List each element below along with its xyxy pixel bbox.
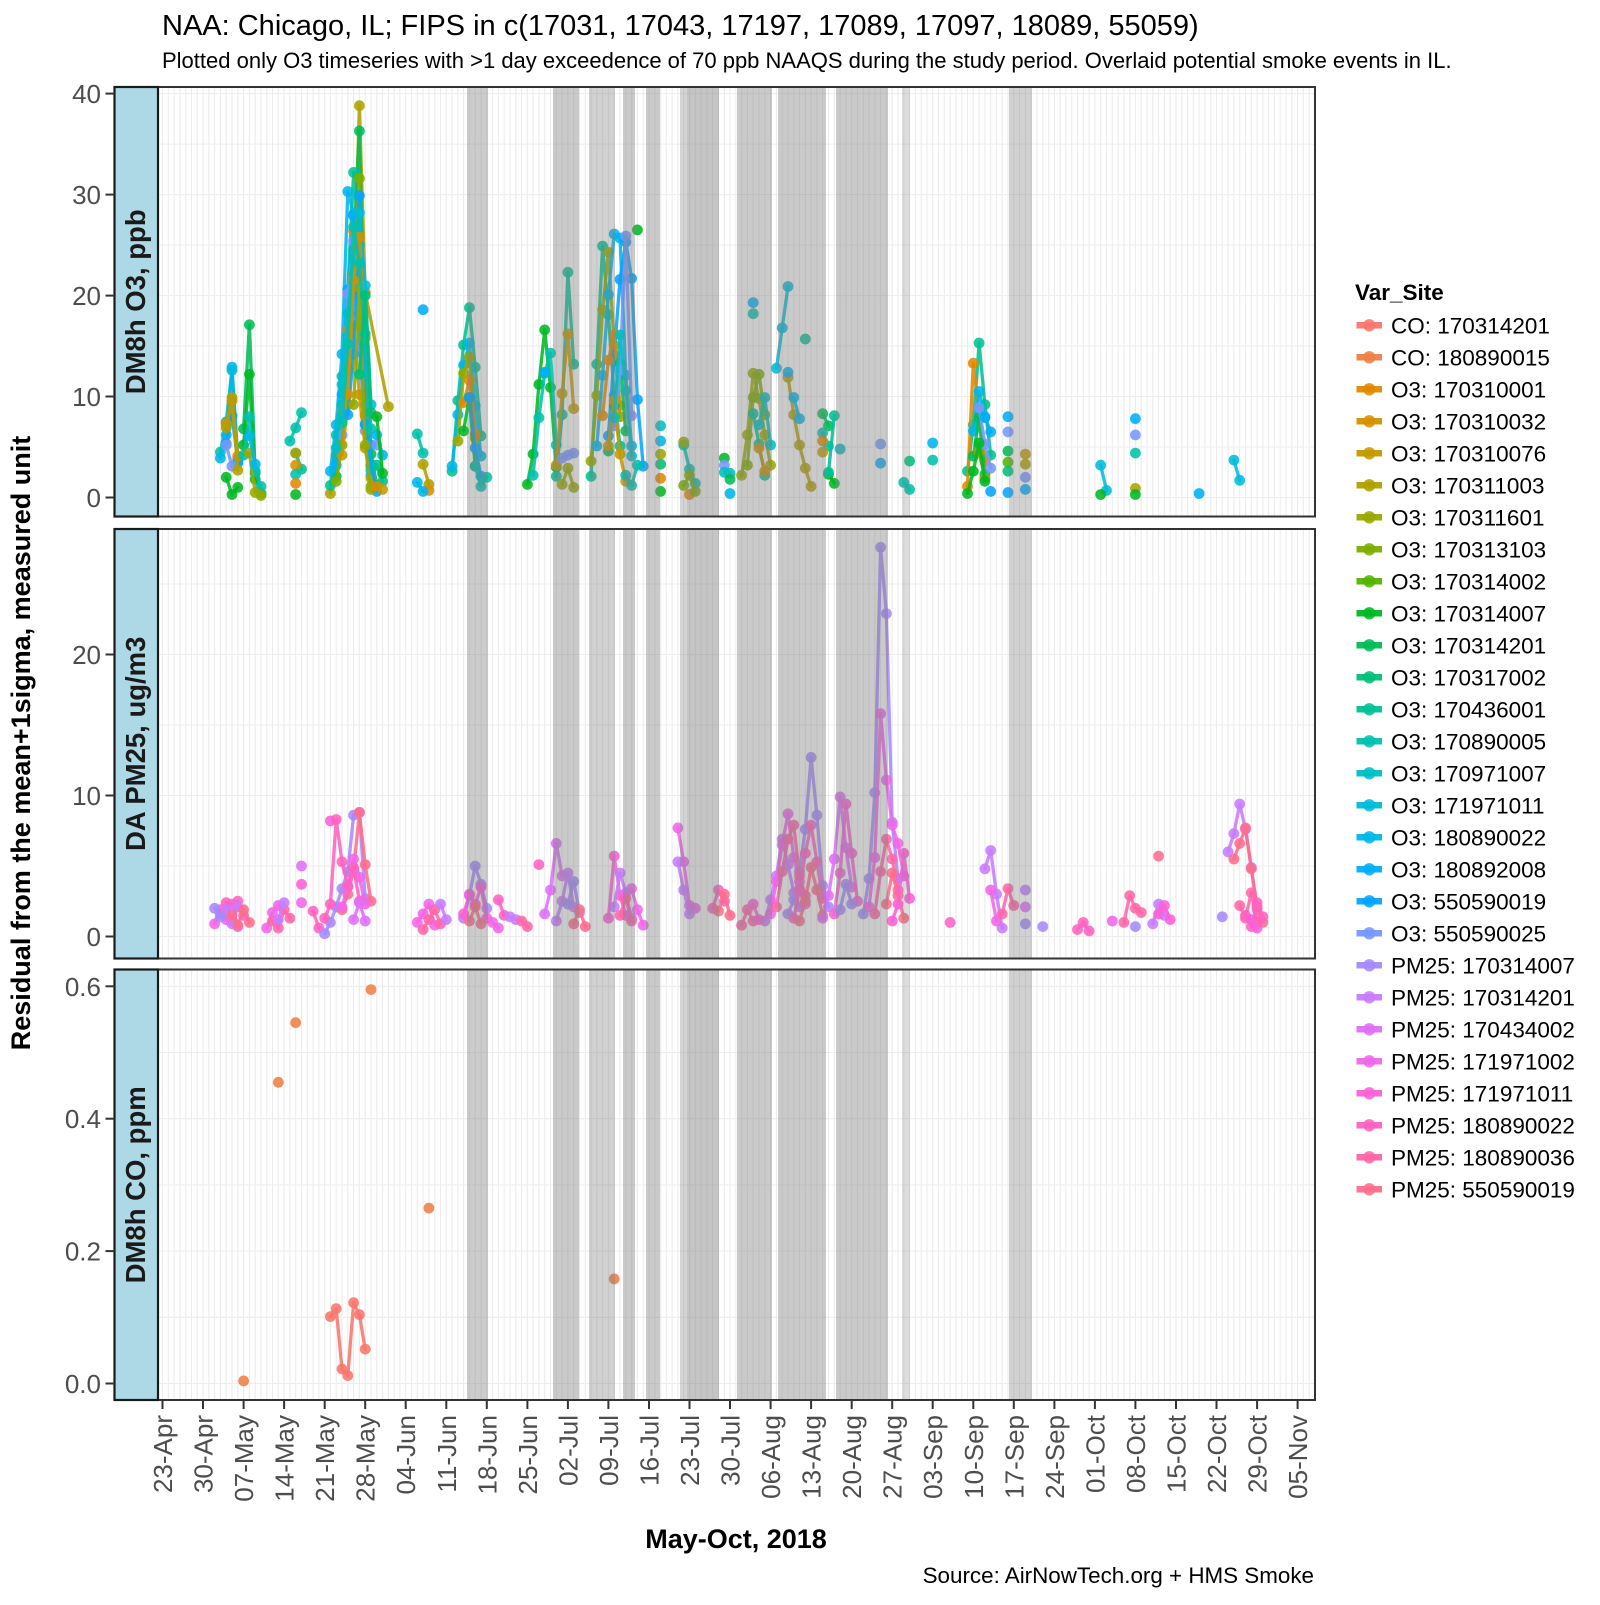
svg-text:07-May: 07-May [229,1415,259,1502]
svg-text:06-Aug: 06-Aug [756,1415,786,1499]
svg-text:PM25: 180890022: PM25: 180890022 [1391,1113,1575,1138]
svg-text:O3: 170310001: O3: 170310001 [1391,377,1546,402]
svg-text:13-Aug: 13-Aug [797,1415,827,1499]
svg-text:O3: 170314002: O3: 170314002 [1391,569,1546,594]
svg-text:Residual from the mean+1sigma,: Residual from the mean+1sigma, measured … [6,436,36,1050]
svg-text:22-Oct: 22-Oct [1202,1414,1232,1493]
svg-text:30: 30 [72,180,101,210]
svg-text:04-Jun: 04-Jun [391,1415,421,1495]
svg-text:DM8h CO, ppm: DM8h CO, ppm [120,1086,151,1283]
svg-text:23-Apr: 23-Apr [148,1415,178,1493]
svg-text:23-Jul: 23-Jul [675,1415,705,1486]
svg-text:O3: 171971011: O3: 171971011 [1391,793,1544,818]
svg-text:09-Jul: 09-Jul [594,1415,624,1486]
svg-text:May-Oct, 2018: May-Oct, 2018 [645,1524,827,1554]
svg-text:O3: 170310076: O3: 170310076 [1391,441,1546,466]
svg-text:O3: 170314201: O3: 170314201 [1391,633,1546,658]
svg-text:O3: 170310032: O3: 170310032 [1391,409,1546,434]
svg-text:Source: AirNowTech.org + HMS S: Source: AirNowTech.org + HMS Smoke [923,1563,1314,1588]
svg-text:20: 20 [72,281,101,311]
svg-text:14-May: 14-May [270,1415,300,1502]
svg-text:NAA: Chicago, IL; FIPS in c(17: NAA: Chicago, IL; FIPS in c(17031, 17043… [162,10,1199,42]
svg-text:24-Sep: 24-Sep [1040,1415,1070,1499]
svg-text:20: 20 [72,640,101,670]
svg-text:0: 0 [87,922,101,952]
svg-text:11-Jun: 11-Jun [432,1415,462,1493]
svg-text:21-May: 21-May [310,1415,340,1502]
svg-text:O3: 170314007: O3: 170314007 [1391,601,1546,626]
svg-text:PM25: 550590019: PM25: 550590019 [1391,1177,1575,1202]
svg-text:O3: 170311003: O3: 170311003 [1391,473,1544,498]
svg-text:O3: 170313103: O3: 170313103 [1391,537,1546,562]
svg-text:28-May: 28-May [351,1415,381,1502]
svg-text:O3: 170317002: O3: 170317002 [1391,665,1546,690]
svg-text:0.0: 0.0 [65,1369,101,1399]
svg-text:0: 0 [87,483,101,513]
svg-text:PM25: 171971002: PM25: 171971002 [1391,1049,1575,1074]
svg-text:40: 40 [72,79,101,109]
svg-text:O3: 180890022: O3: 180890022 [1391,825,1546,850]
svg-text:Var_Site: Var_Site [1355,280,1444,305]
svg-text:O3: 170971007: O3: 170971007 [1391,761,1546,786]
svg-text:18-Jun: 18-Jun [472,1415,502,1495]
svg-text:02-Jul: 02-Jul [553,1415,583,1486]
svg-text:29-Oct: 29-Oct [1243,1414,1273,1493]
svg-text:15-Oct: 15-Oct [1162,1414,1192,1493]
svg-text:DM8h O3, ppb: DM8h O3, ppb [120,209,151,394]
svg-text:O3: 170436001: O3: 170436001 [1391,697,1546,722]
svg-text:PM25: 170434002: PM25: 170434002 [1391,1017,1575,1042]
svg-text:O3: 550590025: O3: 550590025 [1391,921,1546,946]
svg-text:10: 10 [72,382,101,412]
svg-text:01-Oct: 01-Oct [1080,1414,1110,1493]
svg-text:20-Aug: 20-Aug [837,1415,867,1499]
svg-text:03-Sep: 03-Sep [918,1415,948,1499]
svg-text:0.4: 0.4 [65,1104,101,1134]
svg-text:PM25: 170314007: PM25: 170314007 [1391,953,1575,978]
svg-text:O3: 180892008: O3: 180892008 [1391,857,1546,882]
svg-text:0.2: 0.2 [65,1237,101,1267]
svg-text:10: 10 [72,781,101,811]
svg-text:O3: 170311601: O3: 170311601 [1391,505,1544,530]
svg-text:27-Aug: 27-Aug [878,1415,908,1499]
svg-text:30-Apr: 30-Apr [189,1415,219,1493]
svg-text:10-Sep: 10-Sep [959,1415,989,1499]
svg-text:05-Nov: 05-Nov [1283,1415,1313,1499]
svg-text:08-Oct: 08-Oct [1121,1414,1151,1493]
svg-text:Plotted only O3 timeseries wit: Plotted only O3 timeseries with >1 day e… [162,48,1452,73]
svg-text:0.6: 0.6 [65,972,101,1002]
svg-text:PM25: 170314201: PM25: 170314201 [1391,985,1575,1010]
svg-text:16-Jul: 16-Jul [635,1415,665,1486]
svg-text:O3: 170890005: O3: 170890005 [1391,729,1546,754]
svg-text:DA PM25, ug/m3: DA PM25, ug/m3 [120,637,151,851]
svg-text:30-Jul: 30-Jul [716,1415,746,1486]
svg-text:PM25: 171971011: PM25: 171971011 [1391,1081,1573,1106]
svg-text:CO: 170314201: CO: 170314201 [1391,313,1550,338]
svg-text:PM25: 180890036: PM25: 180890036 [1391,1145,1575,1170]
svg-text:O3: 550590019: O3: 550590019 [1391,889,1546,914]
svg-text:17-Sep: 17-Sep [999,1415,1029,1499]
svg-text:CO: 180890015: CO: 180890015 [1391,345,1550,370]
svg-text:25-Jun: 25-Jun [513,1415,543,1495]
